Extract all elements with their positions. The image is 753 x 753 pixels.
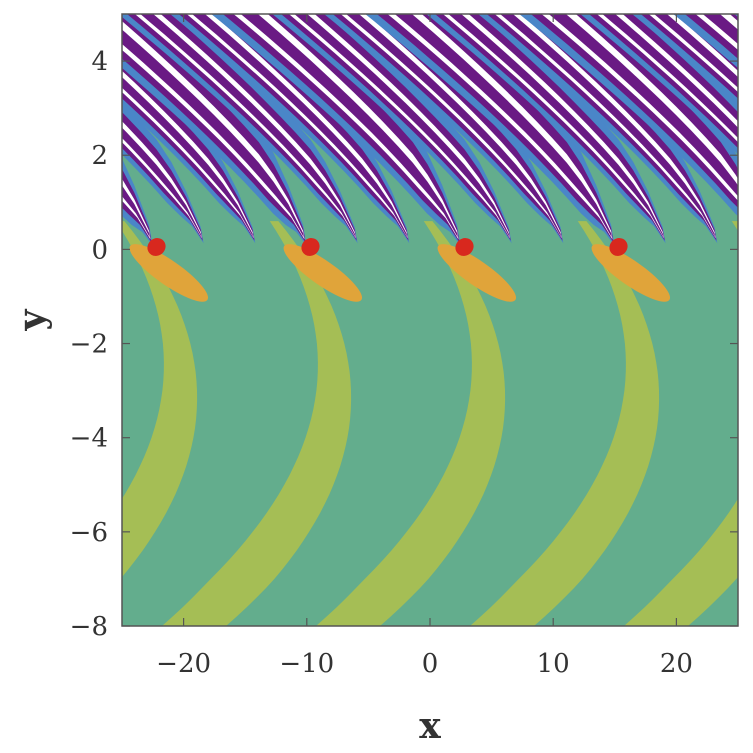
diagonal-contour-streak [702,14,738,45]
y-axis-ticks: −8 −6 −4 −2 0 2 4 [70,47,738,642]
yellow-contour-band [162,221,352,626]
x-axis-ticks: −20 −10 0 10 20 [156,14,693,679]
x-tick-label: −20 [156,649,211,679]
x-tick-label: 20 [660,649,693,679]
yellow-contour-band [122,221,198,577]
x-axis-label: x [419,705,441,747]
y-tick-label: −8 [70,612,108,642]
red-contour-spot [301,238,320,256]
yellow-contour-band [316,221,506,626]
red-contour-spot [455,238,474,256]
diagonal-contour-streak [734,14,738,18]
y-tick-label: 2 [91,141,108,171]
orange-contour-spot [591,244,671,302]
y-axis-label: y [11,308,53,331]
y-tick-label: 4 [91,47,108,77]
y-tick-label: 0 [91,235,108,265]
yellow-contour-band [624,221,738,626]
yellow-contour-band [470,221,660,626]
orange-contour-spot [283,244,363,302]
diagonal-contour-streak [122,185,150,238]
red-contour-spot [609,238,628,256]
y-tick-label: −6 [70,518,108,548]
diagonal-contour-streak [122,29,304,238]
x-tick-label: 10 [537,649,570,679]
orange-contour-spot [437,244,517,302]
y-tick-label: −2 [70,330,108,360]
y-tick-label: −4 [70,424,108,454]
plot-area [122,14,738,626]
x-tick-label: 0 [422,649,439,679]
x-tick-label: −10 [279,649,334,679]
diagonal-contour-streak [122,77,254,237]
diagonal-contour-streak [122,127,202,237]
red-contour-spot [147,238,166,256]
orange-contour-spot [129,244,209,302]
diagonal-contour-streak [588,14,738,149]
